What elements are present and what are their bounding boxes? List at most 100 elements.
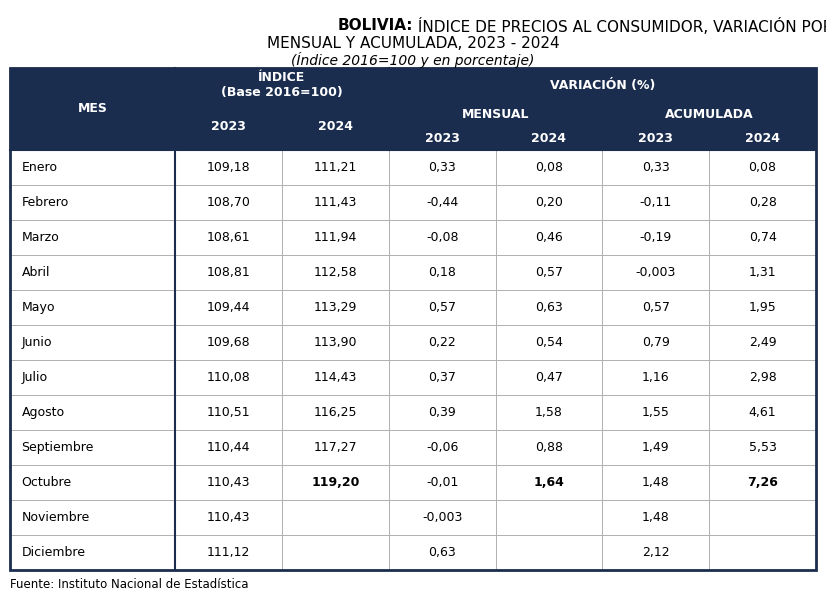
Bar [282, 395, 389, 430]
Bar [175, 220, 282, 255]
Text: 5,53: 5,53 [748, 441, 776, 454]
Text: -0,08: -0,08 [426, 231, 458, 244]
Text: MENSUAL Y ACUMULADA, 2023 - 2024: MENSUAL Y ACUMULADA, 2023 - 2024 [267, 36, 559, 51]
Text: 108,81: 108,81 [206, 266, 250, 279]
Text: 0,37: 0,37 [428, 371, 456, 384]
Bar [710, 325, 816, 360]
Bar [10, 68, 816, 570]
Bar [602, 325, 710, 360]
Bar [389, 430, 496, 465]
Bar [496, 220, 602, 255]
Text: 0,74: 0,74 [748, 231, 776, 244]
Text: 2,98: 2,98 [748, 371, 776, 384]
Bar [389, 185, 496, 220]
Bar [710, 430, 816, 465]
Text: Junio: Junio [21, 336, 52, 349]
Bar [602, 220, 710, 255]
Text: 0,33: 0,33 [428, 161, 456, 174]
Text: Octubre: Octubre [21, 476, 72, 489]
Text: 110,44: 110,44 [206, 441, 250, 454]
Bar [496, 126, 602, 150]
Bar [496, 430, 602, 465]
Text: Septiembre: Septiembre [21, 441, 94, 454]
Bar [175, 255, 282, 290]
Text: 0,08: 0,08 [748, 161, 776, 174]
Bar [282, 465, 389, 500]
Text: 109,18: 109,18 [206, 161, 250, 174]
Text: 0,18: 0,18 [428, 266, 456, 279]
Bar [389, 126, 496, 150]
Bar [389, 290, 496, 325]
Text: VARIACIÓN (%): VARIACIÓN (%) [549, 78, 655, 91]
Bar [175, 102, 282, 150]
Text: Agosto: Agosto [21, 406, 64, 419]
Text: MENSUAL: MENSUAL [462, 108, 529, 120]
Text: 0,88: 0,88 [535, 441, 563, 454]
Text: 109,68: 109,68 [206, 336, 250, 349]
Bar [10, 535, 175, 570]
Bar [175, 395, 282, 430]
Text: 113,90: 113,90 [314, 336, 357, 349]
Bar [496, 325, 602, 360]
Text: 1,31: 1,31 [749, 266, 776, 279]
Bar [710, 500, 816, 535]
Text: 0,28: 0,28 [748, 196, 776, 209]
Bar [602, 395, 710, 430]
Bar [389, 220, 496, 255]
Bar [389, 68, 816, 102]
Bar [389, 150, 496, 185]
Bar [389, 395, 496, 430]
Bar [175, 150, 282, 185]
Text: Febrero: Febrero [21, 196, 69, 209]
Text: -0,44: -0,44 [426, 196, 458, 209]
Bar [175, 185, 282, 220]
Text: 1,48: 1,48 [642, 476, 670, 489]
Bar [602, 102, 816, 126]
Bar [282, 255, 389, 290]
Bar [282, 220, 389, 255]
Bar [10, 150, 175, 185]
Bar [282, 535, 389, 570]
Bar [389, 102, 602, 126]
Text: 110,43: 110,43 [206, 511, 250, 524]
Bar [710, 185, 816, 220]
Text: 0,63: 0,63 [535, 301, 563, 314]
Text: -0,06: -0,06 [426, 441, 458, 454]
Bar [602, 185, 710, 220]
Bar [282, 150, 389, 185]
Text: 109,44: 109,44 [206, 301, 250, 314]
Bar [710, 255, 816, 290]
Text: 0,46: 0,46 [535, 231, 563, 244]
Bar [175, 535, 282, 570]
Bar [175, 360, 282, 395]
Text: BOLIVIA:: BOLIVIA: [338, 18, 413, 33]
Bar [282, 185, 389, 220]
Bar [496, 255, 602, 290]
Text: Noviembre: Noviembre [21, 511, 90, 524]
Text: 112,58: 112,58 [314, 266, 357, 279]
Text: 111,94: 111,94 [314, 231, 357, 244]
Text: 116,25: 116,25 [314, 406, 357, 419]
Text: -0,19: -0,19 [639, 231, 672, 244]
Bar [175, 430, 282, 465]
Text: 2023: 2023 [211, 120, 246, 133]
Text: Mayo: Mayo [21, 301, 55, 314]
Text: 0,33: 0,33 [642, 161, 670, 174]
Bar [10, 430, 175, 465]
Bar [175, 290, 282, 325]
Text: 108,70: 108,70 [206, 196, 250, 209]
Text: 1,48: 1,48 [642, 511, 670, 524]
Bar [10, 290, 175, 325]
Bar [602, 465, 710, 500]
Bar [389, 360, 496, 395]
Bar [282, 325, 389, 360]
Text: MES: MES [78, 103, 107, 116]
Bar [496, 290, 602, 325]
Text: 0,57: 0,57 [535, 266, 563, 279]
Bar [10, 68, 175, 150]
Text: ACUMULADA: ACUMULADA [665, 108, 753, 120]
Text: -0,11: -0,11 [639, 196, 672, 209]
Text: 114,43: 114,43 [314, 371, 357, 384]
Bar [282, 360, 389, 395]
Text: 119,20: 119,20 [311, 476, 359, 489]
